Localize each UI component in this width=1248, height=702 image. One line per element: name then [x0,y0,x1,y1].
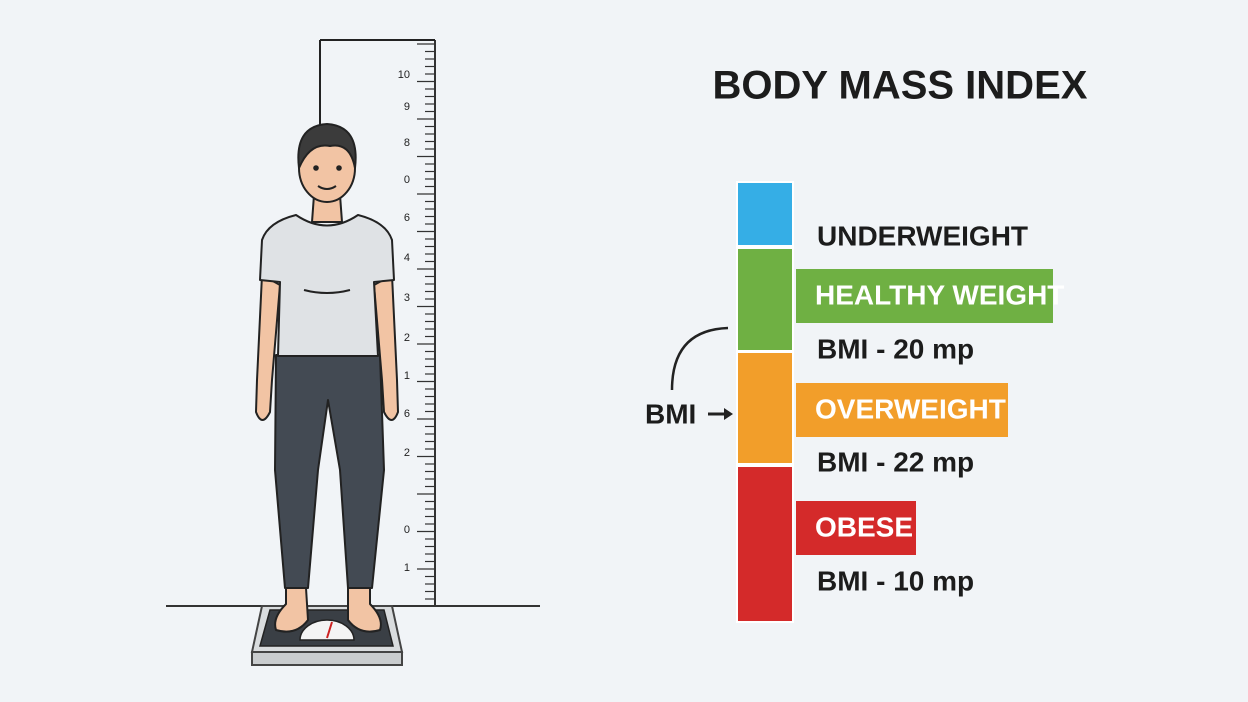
ruler-label: 1 [404,562,410,574]
ruler-label: 6 [404,212,410,224]
category-label: OVERWEIGHT [815,393,1006,424]
ruler-label: 2 [404,447,410,459]
segment-underweight [736,181,794,247]
ruler-label: 3 [404,292,410,304]
ruler-label: 0 [404,174,410,186]
category-label: OBESE [815,511,913,542]
ruler-label: 9 [404,101,410,113]
pointer-arrow-head [724,408,733,420]
ruler-label: 2 [404,332,410,344]
category-label: HEALTHY WEIGHT [815,279,1064,310]
ruler: 10 9 8 0 6 4 3 2 1 6 2 0 1 [398,40,436,606]
ruler-label: 1 [404,370,410,382]
category-detail: BMI - 10 mp [817,565,974,596]
pointer-curve [670,326,729,391]
ruler-label: 10 [398,69,410,81]
segment-overweight [736,351,794,465]
person [255,123,399,633]
bmi-bar [736,181,794,623]
ruler-label: 6 [404,408,410,420]
segment-healthy [736,247,794,352]
weighing-scale [250,605,404,666]
category-detail: BMI - 20 mp [817,333,974,364]
title: BODY MASS INDEX [713,64,1088,108]
label-box [796,383,1008,437]
segment-obese [736,465,794,623]
label-box [796,269,1053,323]
category-label: UNDERWEIGHT [817,220,1028,251]
ruler-label: 8 [404,137,410,149]
category-detail: BMI - 22 mp [817,446,974,477]
ruler-label: 4 [404,252,410,264]
ruler-label: 0 [404,524,410,536]
pointer-label: BMI [645,398,696,429]
label-box [796,501,916,555]
